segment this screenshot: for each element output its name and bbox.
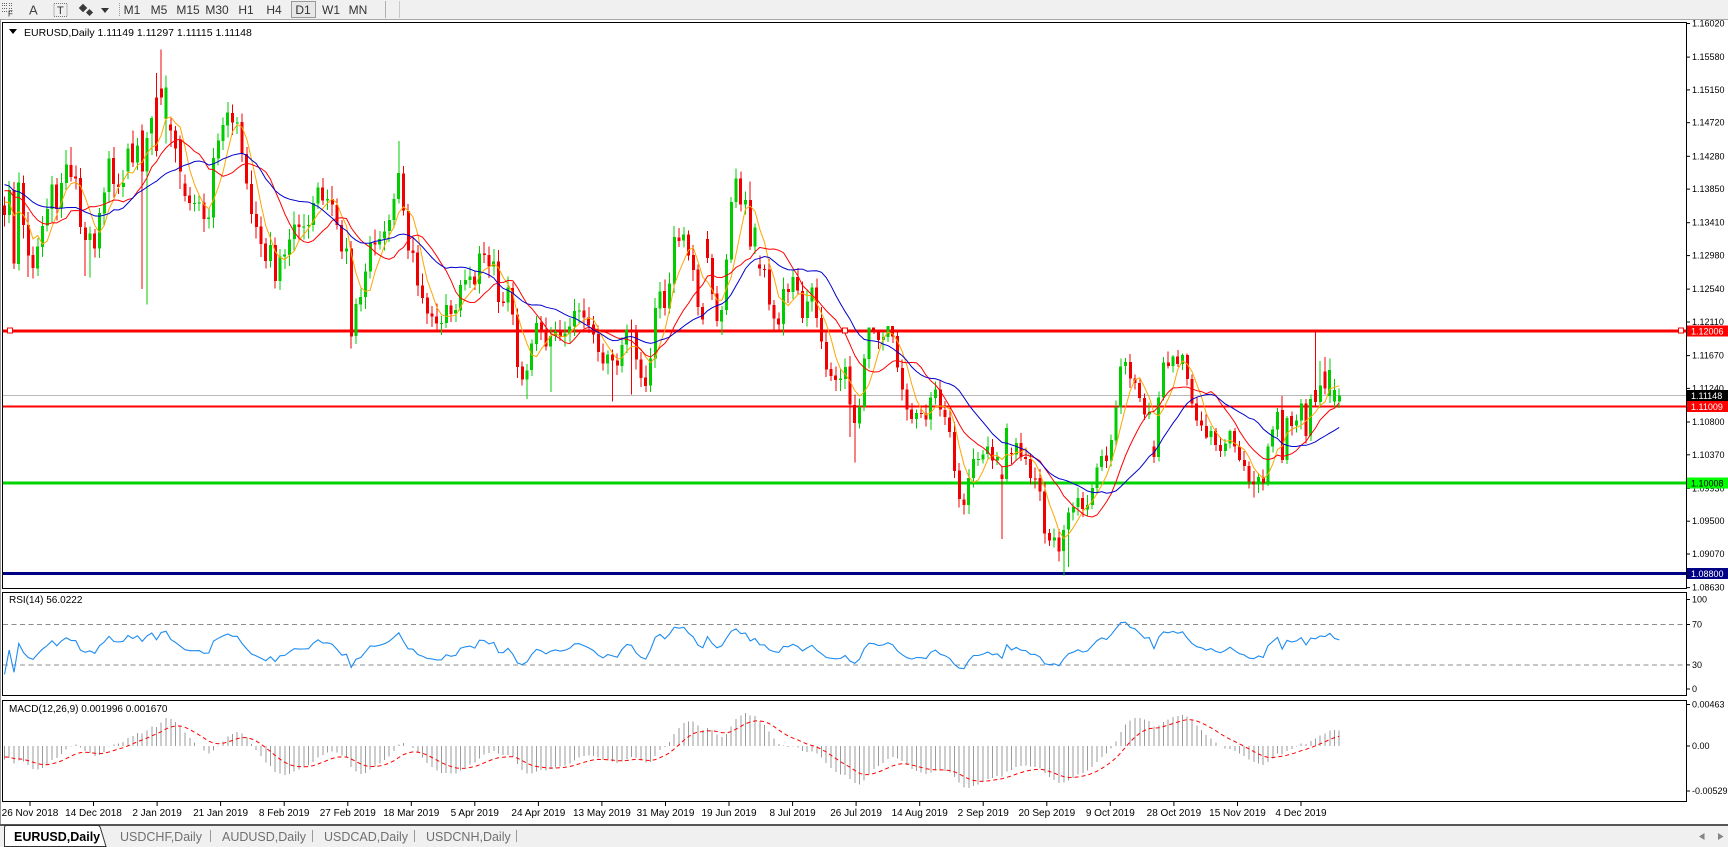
svg-text:4 Dec 2019: 4 Dec 2019 — [1275, 808, 1327, 819]
svg-text:M30: M30 — [205, 3, 229, 17]
svg-text:1.08630: 1.08630 — [1692, 583, 1725, 593]
svg-text:1.09500: 1.09500 — [1692, 516, 1725, 526]
svg-text:5 Apr 2019: 5 Apr 2019 — [451, 808, 500, 819]
svg-text:2 Jan 2019: 2 Jan 2019 — [132, 808, 182, 819]
svg-text:100: 100 — [1692, 595, 1707, 605]
svg-text:18 Mar 2019: 18 Mar 2019 — [383, 808, 440, 819]
svg-text:1.15150: 1.15150 — [1692, 85, 1725, 95]
svg-text:USDCNH,Daily: USDCNH,Daily — [426, 830, 511, 844]
svg-text:1.15580: 1.15580 — [1692, 52, 1725, 62]
svg-text:-0.005299: -0.005299 — [1692, 786, 1728, 796]
svg-text:1.12540: 1.12540 — [1692, 284, 1725, 294]
svg-text:1.11009: 1.11009 — [1691, 402, 1723, 412]
svg-text:14 Aug 2019: 14 Aug 2019 — [892, 808, 949, 819]
svg-text:20 Sep 2019: 20 Sep 2019 — [1018, 808, 1075, 819]
svg-text:70: 70 — [1692, 620, 1702, 630]
svg-text:1.11240: 1.11240 — [1692, 383, 1724, 393]
svg-text:28 Oct 2019: 28 Oct 2019 — [1147, 808, 1202, 819]
svg-text:M15: M15 — [176, 3, 200, 17]
svg-text:21 Jan 2019: 21 Jan 2019 — [193, 808, 248, 819]
svg-text:14 Dec 2018: 14 Dec 2018 — [65, 808, 122, 819]
svg-text:1.12006: 1.12006 — [1691, 327, 1724, 337]
svg-text:13 May 2019: 13 May 2019 — [573, 808, 631, 819]
svg-text:USDCAD,Daily: USDCAD,Daily — [324, 830, 409, 844]
svg-text:1.10800: 1.10800 — [1692, 417, 1725, 427]
svg-text:1.10370: 1.10370 — [1692, 450, 1725, 460]
svg-text:A: A — [29, 3, 38, 18]
svg-text:1.11670: 1.11670 — [1692, 351, 1724, 361]
svg-text:1.08800: 1.08800 — [1691, 569, 1724, 579]
svg-text:1.13410: 1.13410 — [1692, 218, 1725, 228]
svg-text:1.11148: 1.11148 — [1691, 391, 1722, 401]
svg-text:0.00: 0.00 — [1692, 741, 1710, 751]
svg-text:H1: H1 — [238, 3, 254, 17]
svg-text:8 Jul 2019: 8 Jul 2019 — [770, 808, 817, 819]
svg-text:27 Feb 2019: 27 Feb 2019 — [320, 808, 377, 819]
svg-text:T: T — [57, 5, 64, 17]
svg-text:1.14720: 1.14720 — [1692, 118, 1725, 128]
svg-text:1.14280: 1.14280 — [1692, 151, 1725, 161]
svg-text:1.12110: 1.12110 — [1692, 317, 1724, 327]
svg-text:EURUSD,Daily: EURUSD,Daily — [14, 830, 100, 844]
svg-text:MACD(12,26,9) 0.001996 0.00167: MACD(12,26,9) 0.001996 0.001670 — [9, 704, 168, 715]
svg-text:1.13850: 1.13850 — [1692, 184, 1725, 194]
svg-text:F: F — [8, 10, 13, 19]
svg-text:26 Jul 2019: 26 Jul 2019 — [830, 808, 882, 819]
svg-text:1.12980: 1.12980 — [1692, 251, 1725, 261]
svg-text:H4: H4 — [266, 3, 282, 17]
svg-text:RSI(14) 56.0222: RSI(14) 56.0222 — [9, 595, 83, 606]
svg-text:EURUSD,Daily 1.11149 1.11297: EURUSD,Daily 1.11149 1.11297 1.11115 1.1… — [24, 27, 252, 39]
svg-text:2 Sep 2019: 2 Sep 2019 — [958, 808, 1010, 819]
svg-text:1.09070: 1.09070 — [1692, 549, 1725, 559]
svg-text:24 Apr 2019: 24 Apr 2019 — [511, 808, 565, 819]
svg-text:AUDUSD,Daily: AUDUSD,Daily — [222, 830, 307, 844]
svg-text:30: 30 — [1692, 660, 1702, 670]
svg-text:8 Feb 2019: 8 Feb 2019 — [259, 808, 310, 819]
svg-text:MN: MN — [349, 3, 368, 17]
svg-text:D1: D1 — [295, 3, 311, 17]
svg-text:USDCHF,Daily: USDCHF,Daily — [120, 830, 203, 844]
svg-text:9 Oct 2019: 9 Oct 2019 — [1086, 808, 1135, 819]
svg-text:31 May 2019: 31 May 2019 — [637, 808, 695, 819]
svg-text:15 Nov 2019: 15 Nov 2019 — [1209, 808, 1266, 819]
svg-text:W1: W1 — [322, 3, 340, 17]
svg-text:1.10008: 1.10008 — [1691, 479, 1724, 489]
svg-text:M5: M5 — [151, 3, 168, 17]
svg-text:0: 0 — [1692, 684, 1697, 694]
svg-text:M1: M1 — [124, 3, 141, 17]
svg-text:19 Jun 2019: 19 Jun 2019 — [701, 808, 756, 819]
svg-text:0.00463: 0.00463 — [1692, 700, 1725, 710]
svg-text:1.16020: 1.16020 — [1692, 19, 1725, 29]
svg-text:26 Nov 2018: 26 Nov 2018 — [2, 808, 59, 819]
